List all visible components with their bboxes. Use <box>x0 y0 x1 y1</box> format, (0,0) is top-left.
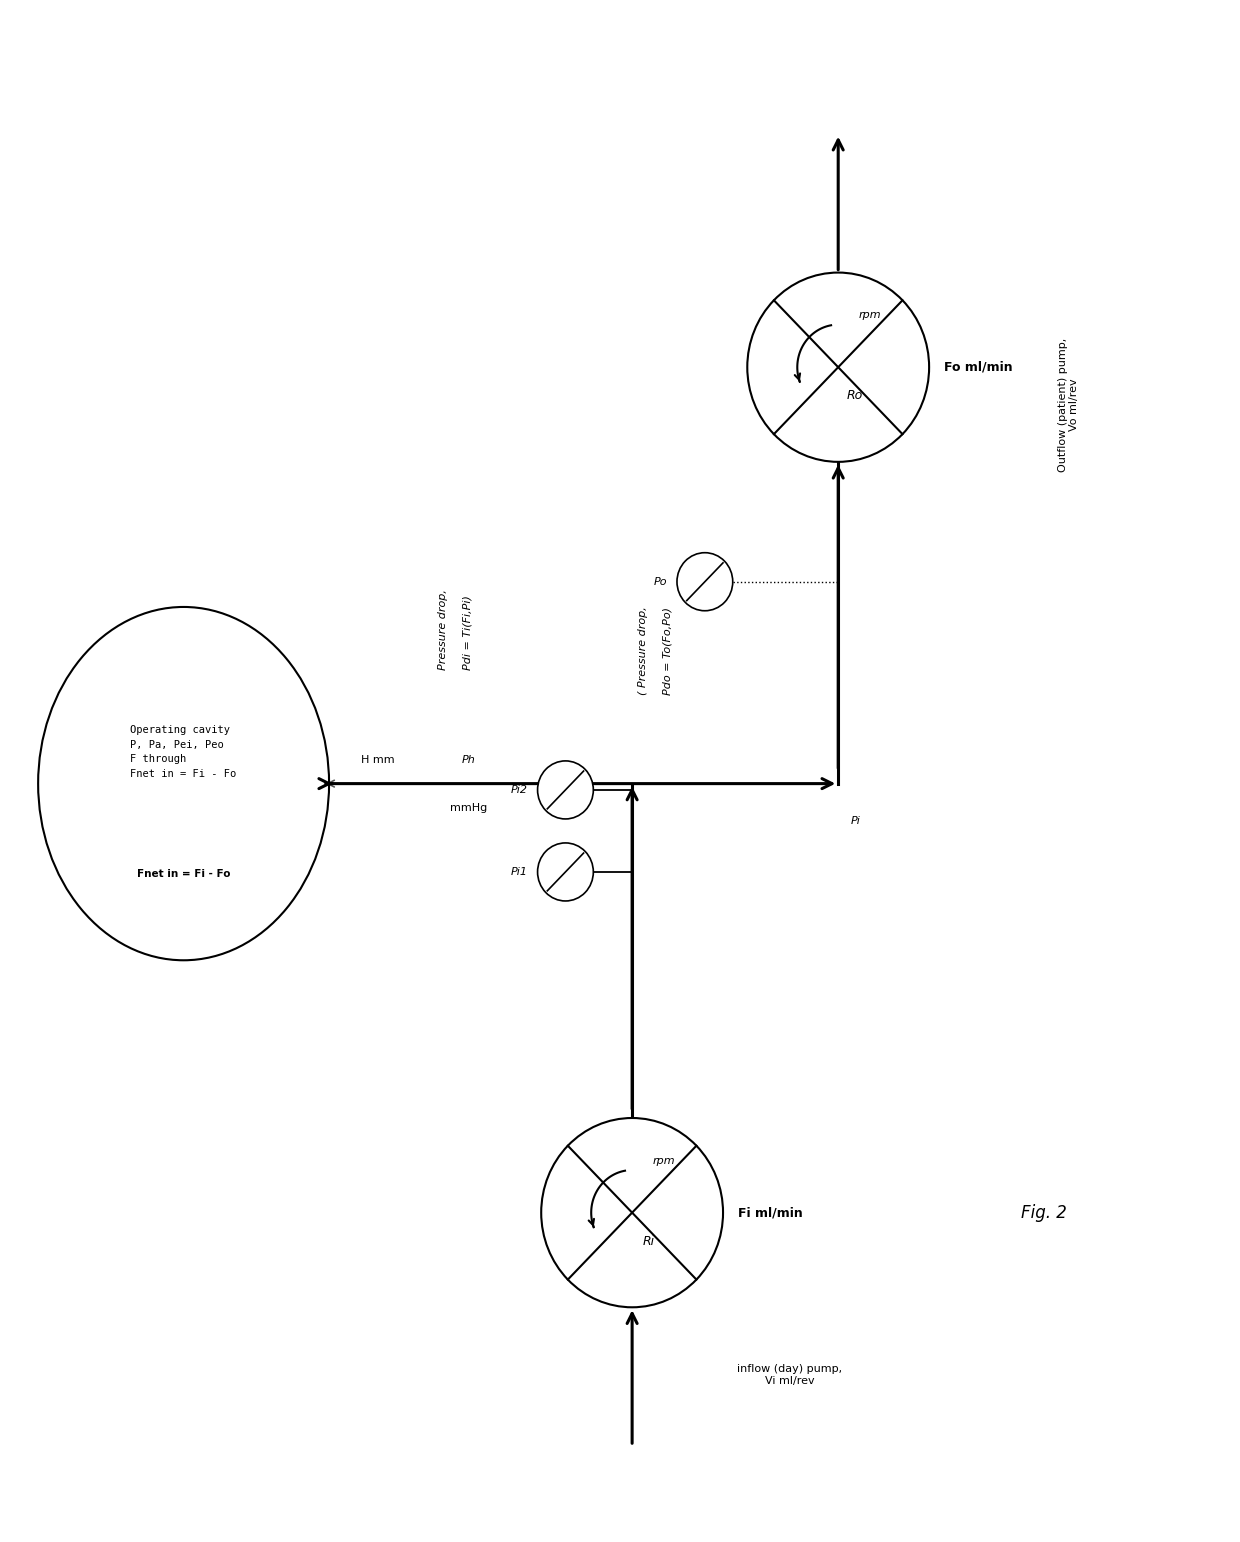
Text: rpm: rpm <box>652 1155 676 1166</box>
Circle shape <box>748 273 929 463</box>
Text: Ri: Ri <box>642 1235 655 1247</box>
Text: Fo ml/min: Fo ml/min <box>944 361 1012 373</box>
Circle shape <box>677 552 733 611</box>
Text: Pdo = To(Fo,Po): Pdo = To(Fo,Po) <box>662 608 672 695</box>
Text: Pdi = Ti(Fi,Pi): Pdi = Ti(Fi,Pi) <box>463 595 472 671</box>
Text: mmHg: mmHg <box>450 802 487 813</box>
Text: Pi2: Pi2 <box>511 785 528 796</box>
Text: Pi1: Pi1 <box>511 867 528 877</box>
Circle shape <box>541 1118 723 1308</box>
Circle shape <box>538 760 593 819</box>
Text: inflow (day) pump,
Vi ml/rev: inflow (day) pump, Vi ml/rev <box>737 1365 842 1386</box>
Text: Ph: Ph <box>461 754 475 765</box>
Text: Outflow (patient) pump,
Vo ml/rev: Outflow (patient) pump, Vo ml/rev <box>1058 338 1079 472</box>
Text: Fnet in = Fi - Fo: Fnet in = Fi - Fo <box>136 870 231 879</box>
Text: rpm: rpm <box>859 310 882 321</box>
Text: H mm: H mm <box>361 754 394 765</box>
Text: Pi: Pi <box>851 816 861 827</box>
Text: Ro: Ro <box>847 389 863 402</box>
Text: Fig. 2: Fig. 2 <box>1022 1204 1068 1221</box>
Text: Pressure drop,: Pressure drop, <box>438 589 448 671</box>
Text: Fi ml/min: Fi ml/min <box>738 1206 802 1220</box>
Text: Po: Po <box>653 577 667 586</box>
Text: Operating cavity
P, Pa, Pei, Peo
F through
Fnet in = Fi - Fo: Operating cavity P, Pa, Pei, Peo F throu… <box>130 725 237 779</box>
Ellipse shape <box>38 608 329 961</box>
Text: ( Pressure drop,: ( Pressure drop, <box>639 606 649 695</box>
Circle shape <box>538 843 593 901</box>
